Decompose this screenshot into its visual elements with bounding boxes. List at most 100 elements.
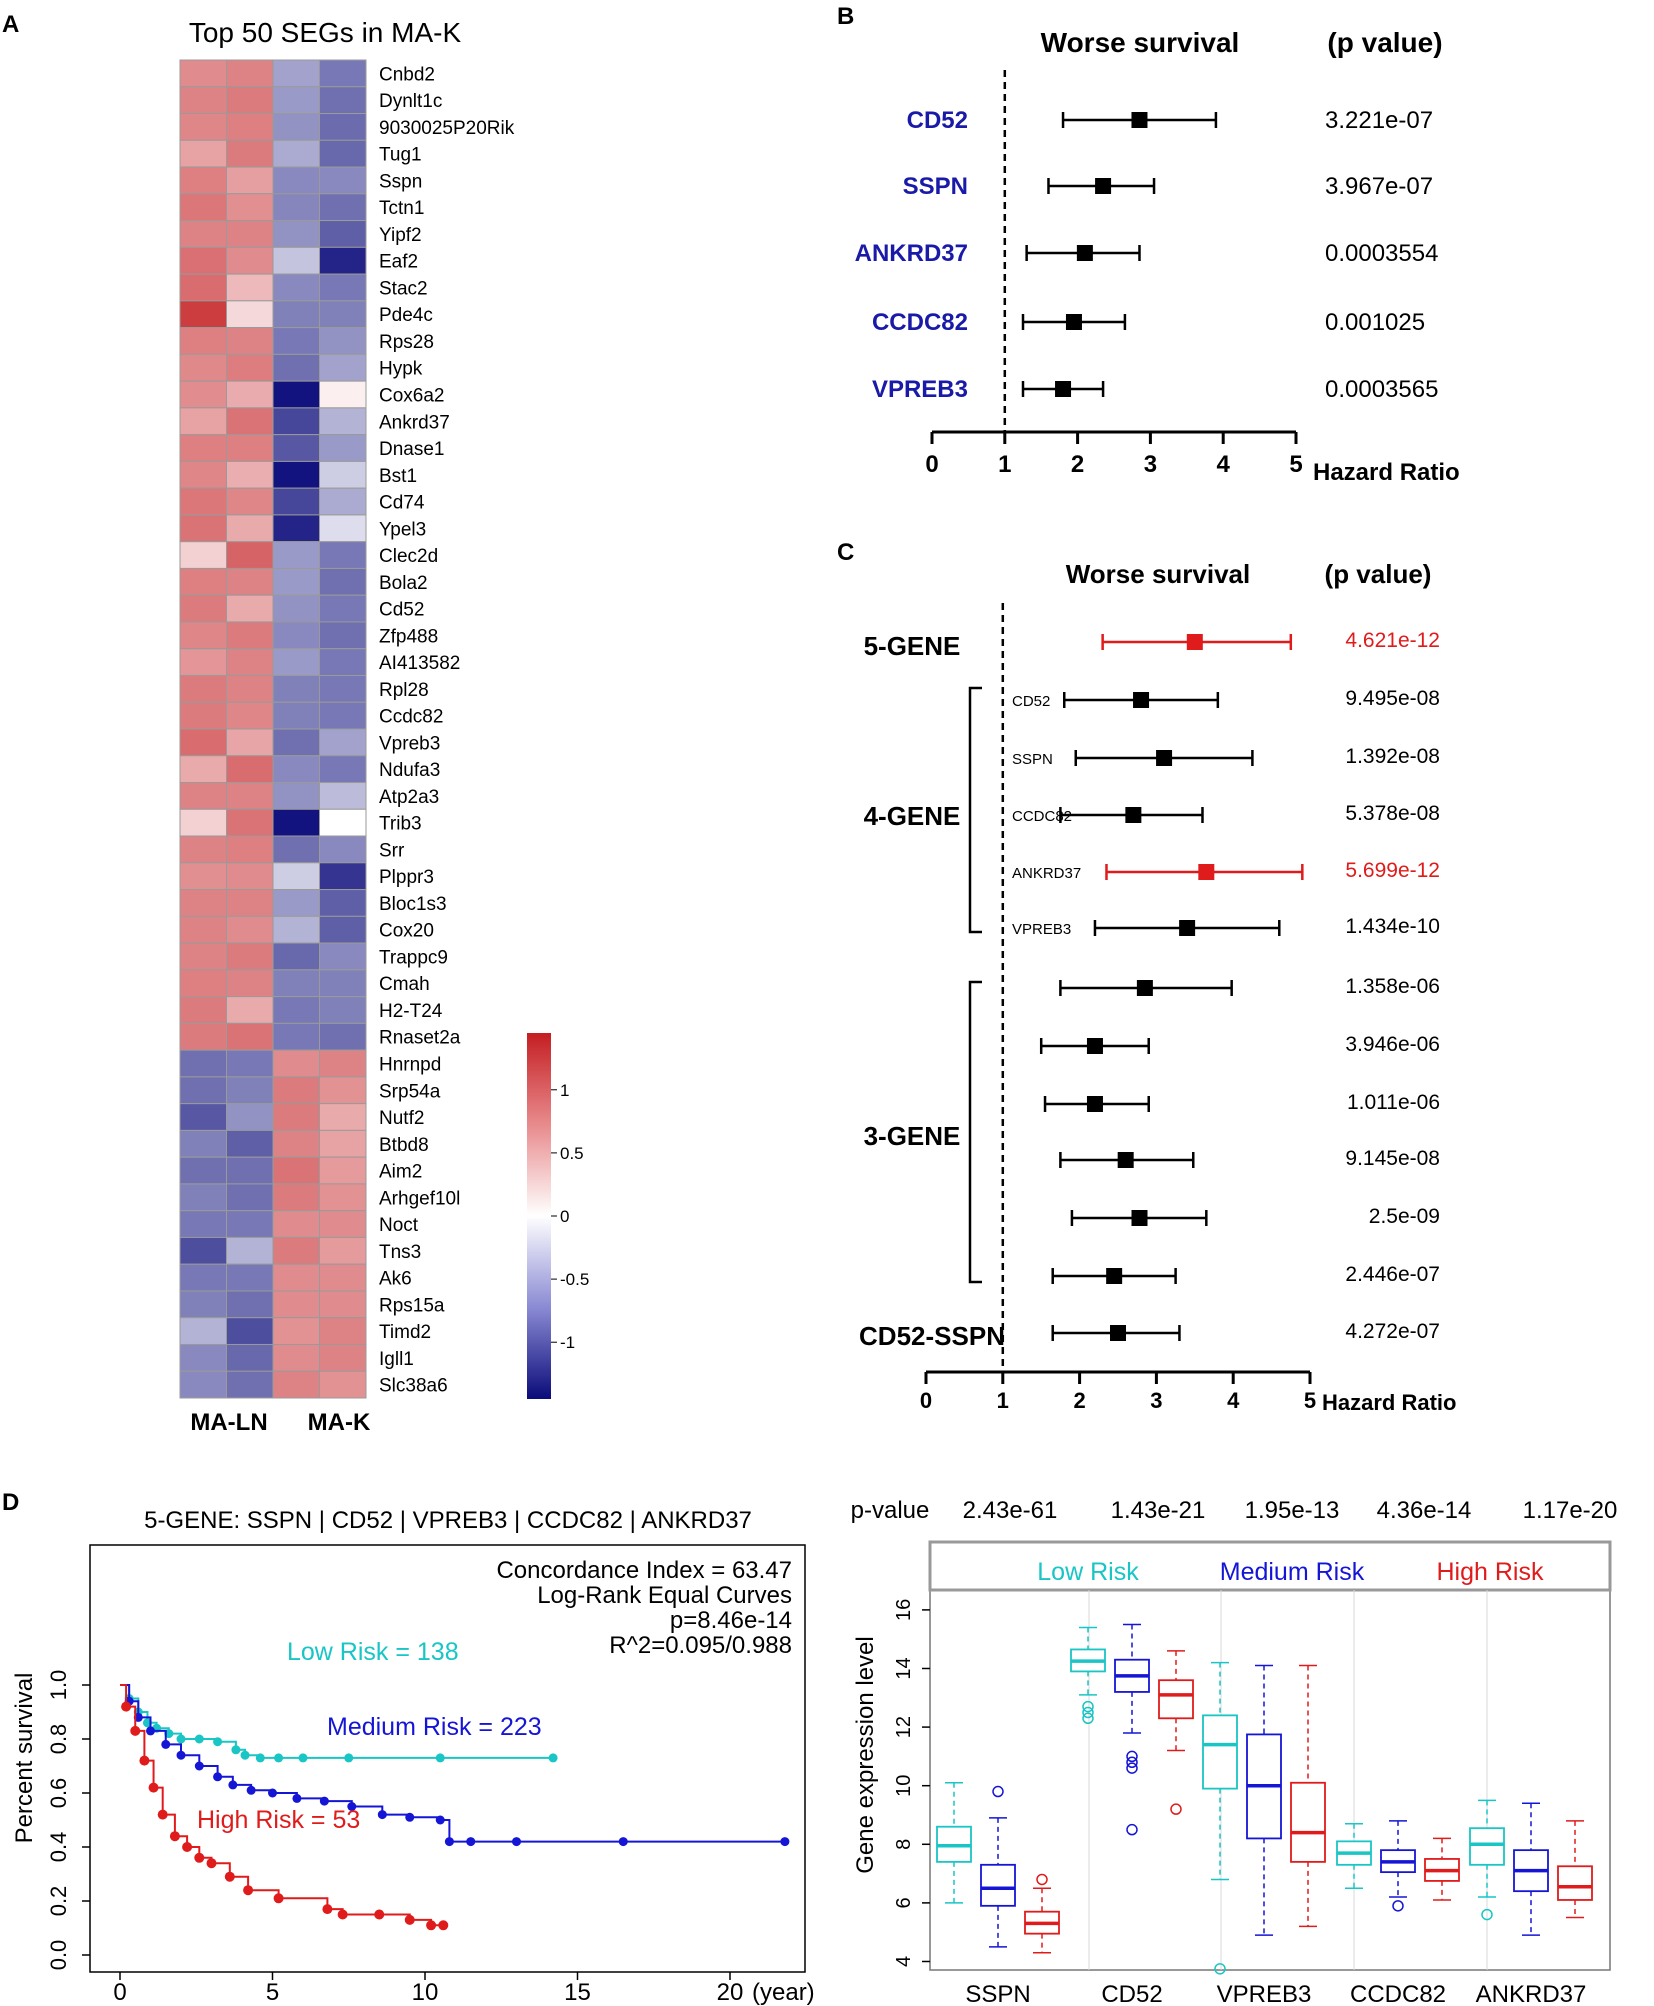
heatmap-cell	[319, 942, 367, 971]
censor-mark	[246, 1785, 256, 1795]
heatmap-cell	[272, 487, 320, 516]
y-tick-label: 4	[893, 1956, 915, 1967]
gene-label: Zfp488	[379, 626, 438, 647]
gene-name: CD52	[1012, 693, 1050, 710]
category-label: CCDC82	[1350, 1981, 1446, 2006]
gene-label: Cox6a2	[379, 386, 445, 407]
category-label: VPREB3	[1217, 1981, 1312, 2006]
heatmap-cell	[226, 434, 274, 462]
heatmap-cell	[272, 1103, 320, 1131]
gene-label: Sspn	[379, 171, 422, 192]
p-value: 1.43e-21	[1111, 1497, 1206, 1524]
heatmap-cell	[226, 674, 274, 703]
gene-label: Rnaset2a	[379, 1028, 461, 1049]
heatmap-title: Top 50 SEGs in MA-K	[189, 17, 462, 48]
heatmap-panel: Top 50 SEGs in MA-K Cnbd2 Dynlt1c 9030025P…	[179, 17, 589, 1436]
forest-c-rows: 4.621e-12 CD52 9.495e-08 SSPN 1.392e-08 CCDC8…	[968, 603, 1440, 1372]
heatmap-cell	[226, 220, 274, 248]
p-value: 3.221e-07	[1325, 107, 1433, 134]
survival-title: 5-GENE: SSPN | CD52 | VPREB3 | CCDC82 | …	[144, 1507, 752, 1534]
stat-pvalue: p=8.46e-14	[670, 1607, 792, 1634]
heatmap-cell	[226, 487, 274, 516]
heatmap-cell	[179, 648, 227, 676]
heatmap-cell	[179, 353, 227, 382]
survival-ylabel: Percent survival	[11, 1673, 38, 1844]
heatmap-cell	[272, 1076, 320, 1105]
p-value: 0.0003554	[1325, 240, 1438, 267]
heatmap-cell	[319, 1343, 367, 1372]
heatmap-cell	[179, 327, 227, 355]
heatmap-cell	[226, 246, 274, 275]
heatmap-cell	[272, 300, 320, 329]
group-label-cd52-sspn: CD52-SSPN	[859, 1321, 1005, 1351]
heatmap-cell	[272, 59, 320, 88]
heatmap-cell	[179, 1156, 227, 1185]
heatmap-cell	[272, 327, 320, 355]
pvalue-row: 2.43e-61 1.43e-21 1.95e-13 4.36e-14 1.17e-20	[963, 1497, 1618, 1524]
censor-mark	[273, 1893, 284, 1904]
x-tick-label: 0	[113, 1979, 126, 2006]
survival-xlabel: (year)	[752, 1979, 815, 2006]
heatmap-cell	[179, 113, 227, 141]
heatmap-cell	[226, 86, 274, 115]
heatmap-cell	[319, 514, 367, 543]
heatmap-cell	[319, 407, 367, 436]
x-tick-label: 5	[1289, 451, 1302, 478]
heatmap-cell	[319, 139, 367, 168]
boxplot-axes: 4 6 8 10 12 14 16 SSPN CD52 VPREB3 CCDC82 ANKRD37	[893, 1590, 1586, 2006]
censor-mark	[438, 1920, 449, 1931]
censor-mark	[377, 1810, 387, 1820]
gene-label: Ankrd37	[379, 412, 450, 433]
outlier	[1481, 1908, 1493, 1921]
hazard-ratio-point	[1131, 112, 1148, 128]
heatmap-cell	[179, 1290, 227, 1319]
gene-name: VPREB3	[1012, 921, 1071, 938]
gene-label: Igll1	[379, 1349, 414, 1370]
colorbar-tick-label: -1	[560, 1333, 575, 1352]
p-value: 1.95e-13	[1245, 1497, 1340, 1524]
p-value: 9.495e-08	[1345, 687, 1440, 710]
p-value: 4.272e-07	[1345, 1320, 1440, 1343]
heatmap-cell	[319, 808, 367, 837]
heatmap-cell	[272, 808, 320, 837]
censor-mark	[435, 1753, 445, 1763]
heatmap-cell	[319, 113, 367, 141]
forest-c-pheader: (p value)	[1325, 559, 1432, 589]
gene-label: Dnase1	[379, 439, 445, 460]
heatmap-cell	[272, 1049, 320, 1078]
censor-mark	[206, 1858, 217, 1869]
heatmap-cell	[319, 380, 367, 409]
forest-plot-c: Worse survival (p value) 4.621e-12 CD52 9.…	[859, 559, 1456, 1415]
heatmap-cell	[272, 1290, 320, 1319]
x-tick-label: 0	[925, 451, 938, 478]
heatmap-cell	[319, 969, 367, 998]
box-legend-high: High Risk	[1437, 1558, 1544, 1586]
heatmap-cell	[272, 835, 320, 864]
heatmap-cell	[319, 1103, 367, 1131]
hazard-ratio-point	[1179, 920, 1196, 936]
group-label-5-gene: 5-GENE	[864, 631, 961, 661]
heatmap-cell	[226, 648, 274, 676]
heatmap-cell	[226, 755, 274, 784]
heatmap-cell	[319, 835, 367, 864]
gene-label: Rps15a	[379, 1295, 445, 1316]
heatmap-cell	[272, 782, 320, 810]
outlier	[1392, 1900, 1404, 1912]
censor-mark	[512, 1837, 521, 1847]
heatmap-cell	[226, 1183, 274, 1212]
stat-r2: R^2=0.095/0.988	[609, 1632, 792, 1659]
box	[1469, 1827, 1505, 1866]
gene-name: SSPN	[903, 173, 968, 200]
heatmap-cell	[179, 1129, 227, 1158]
outlier	[1082, 1712, 1094, 1725]
censor-mark	[161, 1739, 171, 1749]
gene-label: Arhgef10l	[379, 1188, 460, 1209]
heatmap-cell	[179, 166, 227, 195]
p-value: 3.946e-06	[1345, 1033, 1440, 1056]
box-legend-medium: Medium Risk	[1220, 1558, 1365, 1586]
heatmap-cell	[226, 1156, 274, 1185]
x-tick-label: 20	[717, 1979, 744, 2006]
censor-mark	[228, 1780, 238, 1790]
gene-name: SSPN	[1012, 751, 1053, 768]
survival-plot-frame	[89, 1544, 806, 1973]
